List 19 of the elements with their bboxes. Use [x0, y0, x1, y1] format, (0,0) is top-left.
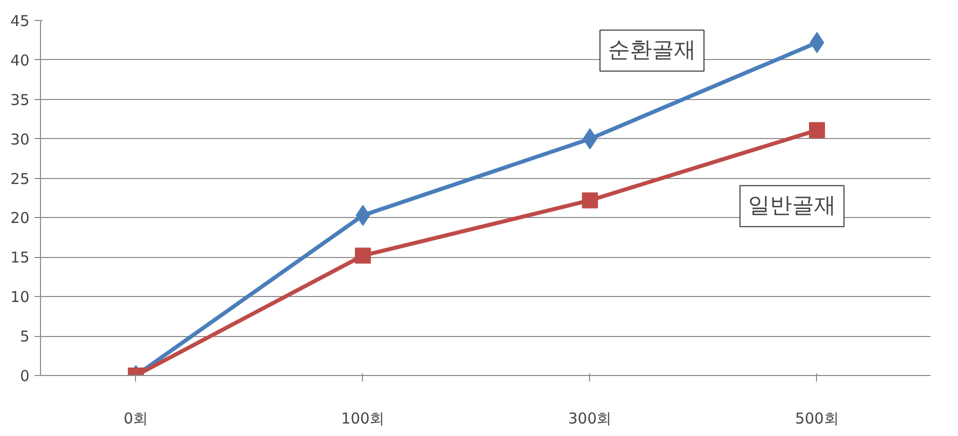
y-tick-label: 5 — [20, 328, 30, 346]
y-tick-label: 40 — [10, 51, 30, 70]
x-tick-label: 300회 — [568, 410, 612, 428]
point — [582, 192, 598, 208]
point — [808, 122, 825, 138]
y-tick-label: 45 — [10, 12, 30, 30]
y-tick-label: 20 — [10, 209, 30, 228]
y-tick-label: 15 — [10, 248, 30, 267]
x-tick-label: 500회 — [795, 410, 839, 428]
point — [354, 248, 371, 264]
y-tick-label: 0 — [20, 367, 30, 385]
x-tick-label: 100회 — [341, 410, 385, 428]
series-label: 순환골재 — [608, 38, 696, 64]
series-label: 일반골재 — [748, 194, 836, 219]
x-tick-label: 0회 — [124, 410, 148, 428]
y-tick-label: 10 — [10, 288, 30, 306]
y-tick-label: 35 — [10, 90, 30, 109]
y-tick-label: 25 — [10, 170, 30, 188]
y-tick-label: 30 — [10, 130, 30, 148]
